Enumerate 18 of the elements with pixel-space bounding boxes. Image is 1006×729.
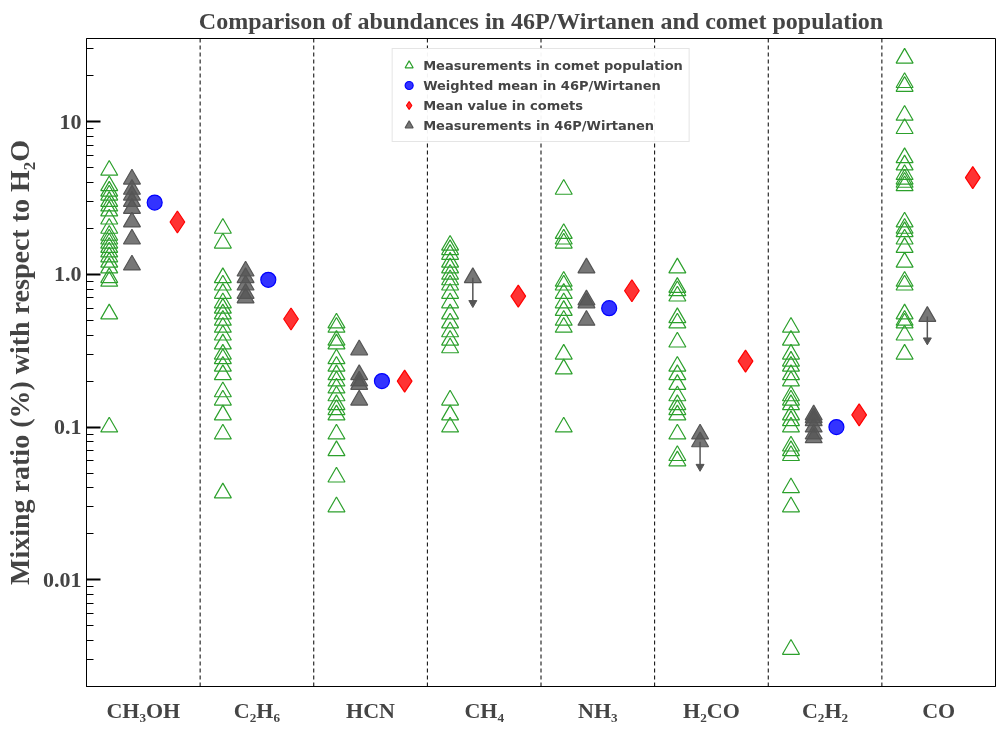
y-tick-label: 0.1 — [54, 414, 82, 440]
x-tick-label: C₂H₆ — [233, 697, 281, 723]
x-tick-label: NH₃ — [578, 697, 619, 723]
y-tick-label: 0.01 — [43, 566, 82, 592]
x-tick-label: HCN — [346, 697, 396, 723]
legend-label: Mean value in comets — [423, 97, 583, 113]
x-tick-label: CO — [922, 697, 956, 723]
x-tick-label: C₂H₂ — [801, 697, 849, 723]
legend-label: Measurements in 46P/Wirtanen — [423, 117, 655, 133]
legend-label: Measurements in comet population — [423, 57, 683, 73]
chart-title: Comparison of abundances in 46P/Wirtanen and comet population — [198, 7, 884, 34]
y-tick-label: 10 — [59, 108, 82, 134]
x-tick-label: CH₃OH — [106, 697, 181, 723]
y-axis-title: Mixing ratio (%) with respect to H₂O — [4, 140, 35, 585]
x-tick-label: H₂CO — [683, 697, 740, 723]
legend-label: Weighted mean in 46P/Wirtanen — [423, 77, 661, 93]
y-tick-label: 1.0 — [54, 261, 82, 287]
x-tick-label: CH₄ — [464, 697, 505, 723]
